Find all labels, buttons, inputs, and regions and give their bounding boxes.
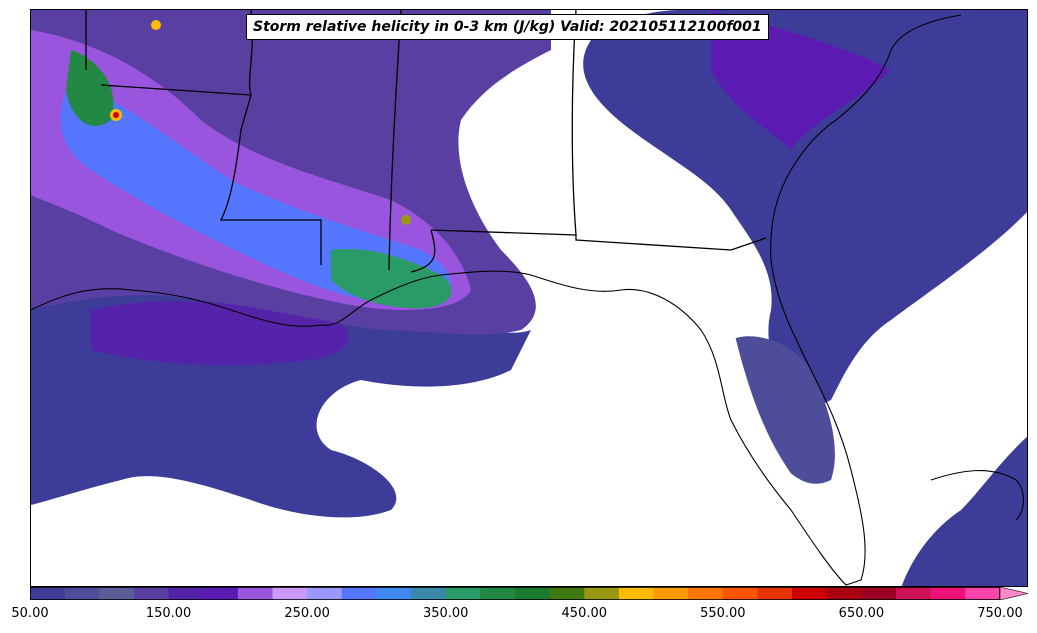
coastline [31, 14, 1025, 586]
colorbar-tick-label: 450.00 [561, 606, 608, 621]
helicity-max-spot-2 [151, 20, 161, 30]
colorbar-segment [480, 587, 516, 600]
colorbar-segment [584, 587, 620, 600]
colorbar-segment [341, 587, 377, 600]
helicity-field-nw-green [66, 50, 114, 126]
colorbar-segment [965, 587, 1001, 600]
colorbar-tick-label: 650.00 [838, 606, 885, 621]
colorbar-segment [99, 587, 135, 600]
no-data-florida [642, 289, 844, 581]
colorbar-segment [688, 587, 724, 600]
helicity-field-atlantic [583, 10, 1027, 410]
colorbar-segment [133, 587, 170, 600]
helicity-field-atlantic-purple [711, 10, 891, 150]
helicity-field-north-teal [331, 249, 452, 309]
colorbar-segment [515, 587, 551, 600]
helicity-field-florida [731, 336, 835, 484]
colorbar-tick-label: 250.00 [284, 606, 330, 621]
colorbar-segment [861, 587, 897, 600]
helicity-field-southeast [901, 436, 1027, 586]
colorbar-segment [168, 587, 204, 600]
colorbar-extend-arrow [999, 587, 1029, 600]
colorbar-segment [237, 587, 273, 600]
colorbar-segment [757, 587, 793, 600]
map-panel [30, 9, 1028, 587]
colorbar-segment [445, 587, 481, 600]
state-boundaries [85, 10, 767, 273]
map-title: Storm relative helicity in 0-3 km (J/kg)… [246, 14, 769, 40]
colorbar-segment [653, 587, 689, 600]
colorbar-segment [376, 587, 412, 600]
colorbar-tick-label: 550.00 [700, 606, 746, 621]
colorbar-segment [30, 587, 66, 600]
colorbar-segment [618, 587, 655, 600]
colorbar-segment [272, 587, 308, 600]
helicity-max-spot-3 [401, 215, 411, 225]
colorbar-segment [722, 587, 758, 600]
colorbar-segment [203, 587, 239, 600]
colorbar-tick-label: 750.00 [977, 606, 1023, 621]
colorbar-segment [307, 587, 343, 600]
colorbar-tick-label: 350.00 [422, 606, 469, 621]
colorbar-tick-label: 50.00 [11, 606, 49, 621]
colorbar-segment [64, 587, 100, 600]
colorbar-segment [826, 587, 862, 600]
helicity-map [31, 10, 1027, 586]
helicity-max-spot-core [113, 112, 119, 118]
colorbar-outline [30, 587, 1000, 600]
colorbar-segment [930, 587, 966, 600]
colorbar-segment [549, 587, 585, 600]
colorbar [30, 587, 1029, 600]
colorbar-tick-label: 150.00 [145, 606, 192, 621]
colorbar-segment [411, 587, 447, 600]
colorbar-segment [896, 587, 932, 600]
colorbar-segment [792, 587, 828, 600]
helicity-field-gulf-core [91, 301, 349, 366]
